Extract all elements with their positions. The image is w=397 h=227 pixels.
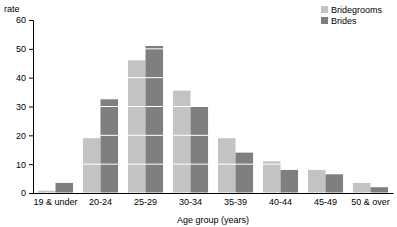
y-tick: 30 bbox=[16, 102, 33, 112]
y-tick-label: 60 bbox=[16, 15, 26, 25]
bar bbox=[218, 138, 236, 193]
bars bbox=[38, 46, 388, 193]
x-tick-label: 45-49 bbox=[314, 197, 337, 207]
y-tick: 20 bbox=[16, 131, 33, 141]
x-tick-label: 20-24 bbox=[89, 197, 112, 207]
legend-label: Bridegrooms bbox=[331, 5, 383, 15]
x-tick-label: 35-39 bbox=[224, 197, 247, 207]
x-tick-label: 40-44 bbox=[269, 197, 292, 207]
y-tick: 40 bbox=[16, 73, 33, 83]
x-tick: 25-29 bbox=[134, 193, 157, 207]
legend-swatch bbox=[321, 6, 328, 13]
bar bbox=[173, 91, 191, 193]
x-tick-label: 25-29 bbox=[134, 197, 157, 207]
y-tick-label: 50 bbox=[16, 44, 26, 54]
legend-swatch bbox=[321, 17, 328, 24]
y-tick-label: 10 bbox=[16, 160, 26, 170]
y-axis: 0 10 20 30 40 50 60 bbox=[16, 15, 34, 198]
x-axis-title: Age group (years) bbox=[177, 215, 249, 225]
bar bbox=[83, 138, 101, 193]
bar bbox=[353, 183, 371, 193]
y-tick-mark bbox=[29, 193, 33, 194]
y-tick: 0 bbox=[21, 188, 33, 198]
grid-line bbox=[33, 48, 393, 49]
y-tick-mark bbox=[29, 78, 33, 79]
legend: BridegroomsBrides bbox=[321, 5, 383, 26]
grid-line bbox=[33, 193, 393, 194]
x-tick: 45-49 bbox=[314, 193, 337, 207]
x-tick: 19 & under bbox=[33, 193, 77, 207]
bar bbox=[308, 170, 326, 193]
y-axis-title: rate bbox=[4, 4, 20, 14]
bar bbox=[101, 99, 119, 193]
y-tick: 60 bbox=[16, 15, 33, 25]
y-tick-mark bbox=[29, 164, 33, 165]
x-axis-line bbox=[34, 193, 394, 194]
x-tick: 30-34 bbox=[179, 193, 202, 207]
x-tick: 35-39 bbox=[224, 193, 247, 207]
y-tick-label: 20 bbox=[16, 131, 26, 141]
x-tick: 40-44 bbox=[269, 193, 292, 207]
bar bbox=[371, 187, 389, 193]
bar bbox=[146, 46, 164, 193]
legend-item: Brides bbox=[321, 16, 357, 26]
y-tick-label: 0 bbox=[21, 188, 26, 198]
x-tick-label: 30-34 bbox=[179, 197, 202, 207]
y-tick-mark bbox=[29, 107, 33, 108]
x-tick: 20-24 bbox=[89, 193, 112, 207]
chart: 0 10 20 30 40 50 60 19 & under 20-24 25-29 30-34 35… bbox=[0, 0, 397, 227]
x-axis: 19 & under 20-24 25-29 30-34 35-39 40-44 45-49… bbox=[33, 193, 393, 207]
grid-line bbox=[33, 106, 393, 107]
legend-label: Brides bbox=[331, 16, 357, 26]
bar bbox=[326, 174, 344, 193]
bar bbox=[236, 153, 254, 193]
plot: 0 10 20 30 40 50 60 19 & under 20-24 25-29 30-34 35… bbox=[16, 15, 394, 207]
y-axis-line bbox=[29, 21, 34, 194]
legend-item: Bridegrooms bbox=[321, 5, 383, 15]
y-tick: 10 bbox=[16, 160, 33, 170]
bar bbox=[128, 60, 146, 193]
grid-line bbox=[33, 77, 393, 78]
bar bbox=[191, 107, 209, 194]
bar bbox=[56, 183, 74, 193]
y-tick: 50 bbox=[16, 44, 33, 54]
y-tick-mark bbox=[29, 20, 33, 21]
y-tick-mark bbox=[29, 49, 33, 50]
x-tick-label: 19 & under bbox=[33, 197, 77, 207]
grid-line bbox=[33, 135, 393, 136]
x-tick: 50 & over bbox=[351, 193, 390, 207]
bar bbox=[263, 161, 281, 193]
bar bbox=[281, 170, 299, 193]
x-tick-label: 50 & over bbox=[351, 197, 390, 207]
y-tick-label: 40 bbox=[16, 73, 26, 83]
y-tick-label: 30 bbox=[16, 102, 26, 112]
grid bbox=[33, 20, 393, 193]
grid-line bbox=[33, 164, 393, 165]
y-tick-mark bbox=[29, 135, 33, 136]
